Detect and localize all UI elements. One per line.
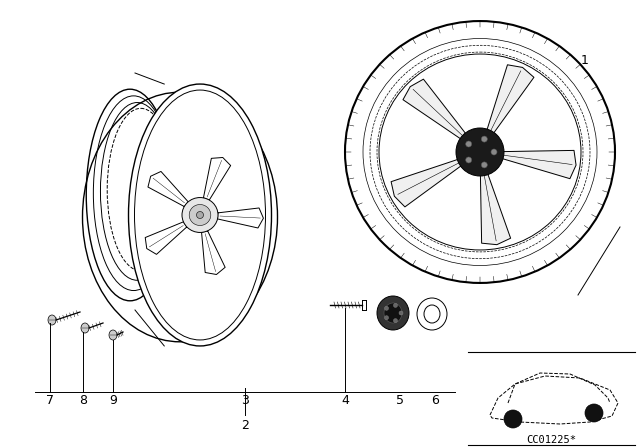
Polygon shape [204, 158, 230, 200]
Polygon shape [218, 208, 264, 228]
Text: 3: 3 [241, 393, 249, 406]
Text: 9: 9 [109, 393, 117, 406]
Text: 1: 1 [581, 53, 589, 66]
Polygon shape [486, 65, 534, 134]
Circle shape [481, 162, 487, 168]
Circle shape [504, 410, 522, 428]
Ellipse shape [109, 330, 117, 340]
Text: CC01225*: CC01225* [526, 435, 576, 445]
Ellipse shape [189, 205, 211, 225]
Circle shape [466, 157, 472, 163]
Ellipse shape [81, 323, 89, 333]
Circle shape [385, 306, 388, 310]
Text: 6: 6 [431, 393, 439, 406]
Ellipse shape [48, 315, 56, 325]
Ellipse shape [129, 84, 271, 346]
Ellipse shape [379, 54, 581, 250]
Ellipse shape [384, 303, 402, 323]
Circle shape [585, 404, 603, 422]
Circle shape [196, 211, 204, 219]
Text: 7: 7 [46, 393, 54, 406]
Circle shape [385, 316, 388, 320]
Ellipse shape [377, 296, 409, 330]
Circle shape [456, 128, 504, 176]
Ellipse shape [417, 298, 447, 330]
Text: 5: 5 [396, 393, 404, 406]
Circle shape [491, 149, 497, 155]
Circle shape [394, 319, 397, 323]
Ellipse shape [424, 305, 440, 323]
Text: 2: 2 [241, 418, 249, 431]
Polygon shape [391, 159, 463, 207]
Ellipse shape [182, 198, 218, 233]
Text: 8: 8 [79, 393, 87, 406]
Polygon shape [148, 172, 188, 207]
Polygon shape [202, 231, 225, 275]
Polygon shape [481, 172, 511, 245]
Polygon shape [145, 222, 187, 254]
Polygon shape [403, 79, 467, 140]
Circle shape [394, 303, 397, 307]
Polygon shape [501, 151, 576, 179]
Text: 4: 4 [341, 393, 349, 406]
Circle shape [399, 311, 403, 315]
Circle shape [466, 141, 472, 147]
Circle shape [481, 136, 487, 142]
